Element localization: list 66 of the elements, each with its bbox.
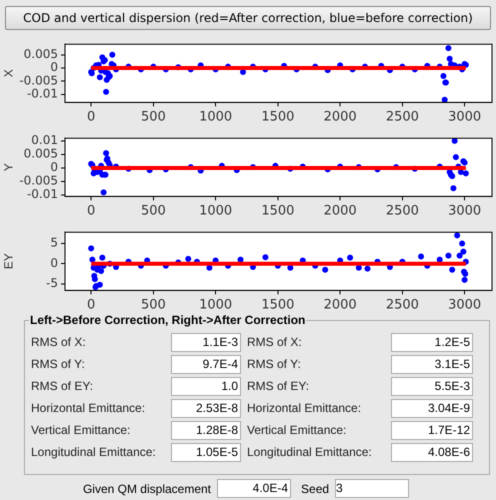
x-tick-label: 3000 <box>448 298 482 313</box>
x-tick-label: 2500 <box>386 204 419 219</box>
text-field: 2.53E-8 <box>171 399 241 418</box>
text-field: 1.28E-8 <box>171 421 241 440</box>
y-tick-label: -0.01 <box>26 187 58 202</box>
text-field: 5.5E-3 <box>391 377 473 396</box>
x-tick-label: 0 <box>87 298 96 313</box>
text: RMS of Y: <box>246 356 302 373</box>
text: Seed <box>301 482 330 496</box>
x-tick-label: 3000 <box>448 204 482 219</box>
y-tick-label: -5 <box>46 276 58 290</box>
text: Horizontal Emittance: <box>30 400 146 417</box>
text: Left->Before Correction, Right->After Correction <box>29 313 306 327</box>
y-tick-label: 5 <box>50 236 58 250</box>
y-tick-label: -0.01 <box>26 86 58 101</box>
text-field: 1.0 <box>171 377 241 396</box>
text: Longitudinal Emittance: <box>30 444 157 461</box>
text: RMS of EY: <box>246 378 310 395</box>
x-tick-label: 2500 <box>386 298 419 313</box>
text: RMS of X: <box>30 334 87 351</box>
text-field: 3.1E-5 <box>391 355 473 374</box>
x-tick-label: 500 <box>140 298 166 313</box>
text-field: 1.05E-5 <box>171 443 241 462</box>
text: Longitudinal Emittance: <box>246 444 373 461</box>
x-tick-label: 2000 <box>324 204 357 219</box>
x-tick-label: 500 <box>140 204 166 219</box>
x-tick-label: 1500 <box>261 204 294 219</box>
x-tick-label: 2000 <box>324 298 357 313</box>
x-tick-label: 2500 <box>386 110 419 125</box>
y-axis-title: EY <box>2 253 16 270</box>
y-axis-title: Y <box>2 163 16 172</box>
text-field: 4.0E-4 <box>217 479 292 498</box>
x-tick-label: 2000 <box>324 110 357 125</box>
text-field: 1.7E-12 <box>391 421 473 440</box>
y-axis-title: X <box>2 69 16 78</box>
x-tick-label: 500 <box>140 110 166 125</box>
text-field: 3 <box>335 479 410 498</box>
text: RMS of X: <box>246 334 303 351</box>
x-tick-label: 0 <box>87 204 96 219</box>
text-field: 1.2E-5 <box>391 333 473 352</box>
text-field: 3.04E-9 <box>391 399 473 418</box>
text: RMS of Y: <box>30 356 86 373</box>
y-tick-label: 0 <box>50 256 58 270</box>
y-tick-label: 0.005 <box>24 146 58 161</box>
y-tick-label: 0.005 <box>24 46 58 61</box>
y-tick-label: 0 <box>50 60 58 74</box>
x-tick-label: 1500 <box>261 110 294 125</box>
y-tick-label: -0.005 <box>19 73 58 88</box>
y-tick-label: 0 <box>50 160 58 174</box>
x-tick-label: 1000 <box>199 110 232 125</box>
y-tick-label: -0.005 <box>19 174 58 188</box>
x-tick-label: 1500 <box>261 298 294 313</box>
text: Horizontal Emittance: <box>246 400 362 417</box>
text-field: 4.08E-6 <box>391 443 473 462</box>
text-field: 1.1E-3 <box>171 333 241 352</box>
text: Vertical Emittance: <box>30 422 132 439</box>
text: Vertical Emittance: <box>246 422 348 439</box>
x-tick-label: 1000 <box>199 204 232 219</box>
x-tick-label: 1000 <box>199 298 232 313</box>
title-button: COD and vertical dispersion (red=After correction, blue=before correction) <box>5 6 491 30</box>
text: Given QM displacement <box>82 482 212 496</box>
x-tick-label: 0 <box>87 110 96 125</box>
text-field: 9.7E-4 <box>171 355 241 374</box>
text: RMS of EY: <box>30 378 94 395</box>
y-tick-label: 0.01 <box>31 133 58 148</box>
x-tick-label: 3000 <box>448 110 482 125</box>
